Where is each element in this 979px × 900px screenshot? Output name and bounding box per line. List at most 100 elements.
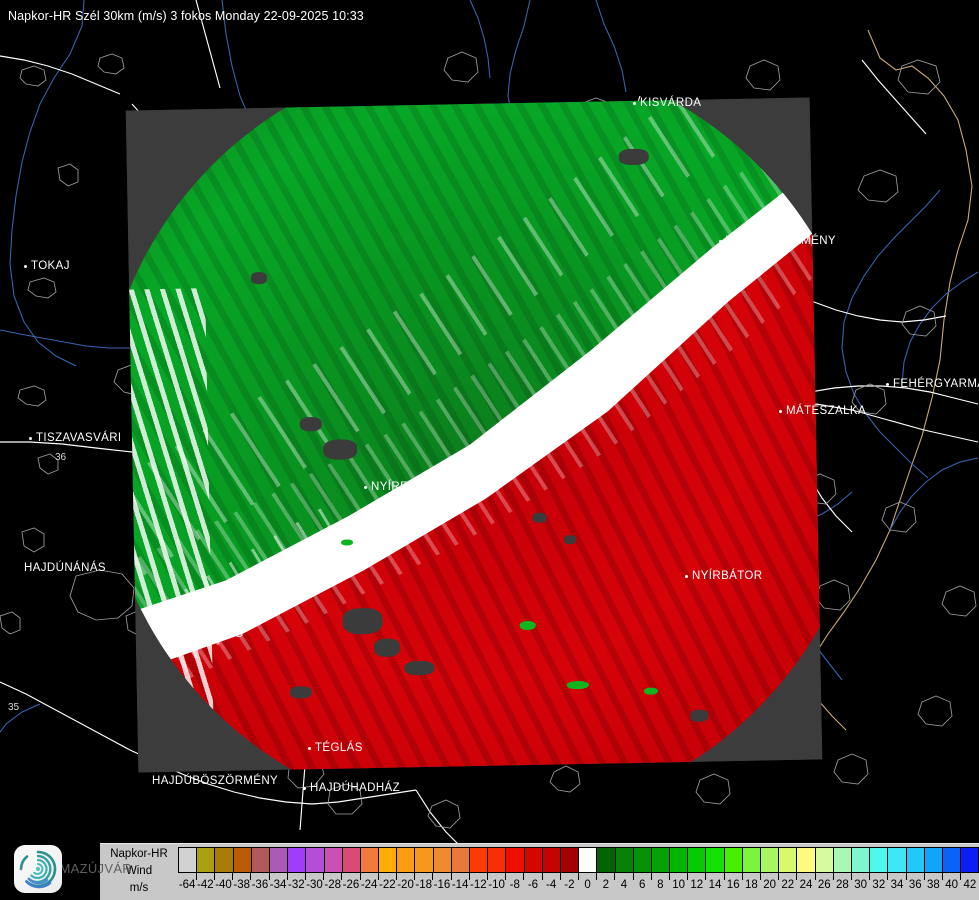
legend-swatch[interactable] <box>742 848 761 872</box>
legend-swatch[interactable] <box>797 848 816 872</box>
legend-swatch[interactable] <box>670 848 689 872</box>
legend-swatch[interactable] <box>833 848 852 872</box>
clutter-blob <box>690 709 709 723</box>
road-number-label: 36 <box>55 452 67 463</box>
legend-swatch[interactable] <box>451 848 470 872</box>
legend-tick: -28 <box>323 873 342 897</box>
legend-tick: 22 <box>778 873 797 897</box>
legend-tick-labels: -64 -42 -40 -38 -36 -34 -32 -30 -28 -26 -24 -22 -20-… <box>178 873 979 897</box>
legend-swatch[interactable] <box>433 848 452 872</box>
place-label: NYÍRBÁTOR <box>692 570 763 582</box>
legend-swatch[interactable] <box>324 848 343 872</box>
legend-swatch[interactable] <box>779 848 798 872</box>
legend-swatch[interactable] <box>724 848 743 872</box>
clutter-blob <box>342 608 383 635</box>
legend-swatch[interactable] <box>288 848 307 872</box>
legend-swatch[interactable] <box>815 848 834 872</box>
legend-swatch[interactable] <box>197 848 216 872</box>
clutter-blob <box>323 439 358 460</box>
legend-swatch[interactable] <box>506 848 525 872</box>
legend-swatch[interactable] <box>342 848 361 872</box>
legend-bar-wrapper: -64 -42 -40 -38 -36 -34 -32 -30 -28 -26 -24 -22 -20-… <box>178 844 979 900</box>
legend-tick: 18 <box>741 873 760 897</box>
legend-tick: 6 <box>632 873 651 897</box>
radar-data-plane <box>125 97 823 773</box>
legend-tick: 16 <box>723 873 742 897</box>
spiral-swirl-icon <box>19 850 57 889</box>
legend-swatch[interactable] <box>269 848 289 872</box>
legend-swatch[interactable] <box>906 848 925 872</box>
legend-swatch[interactable] <box>179 848 198 872</box>
legend-tick: -8 <box>505 873 524 897</box>
legend-tick: 12 <box>687 873 706 897</box>
watermark-label: LMAZÚJVÁR <box>52 861 132 876</box>
place-marker-dot <box>364 486 367 489</box>
legend-tick: 36 <box>905 873 924 897</box>
color-scale-legend: Napkor-HR Wind m/s -64 -42 -40 -38 -36 -34 -32… <box>100 843 979 900</box>
legend-swatch[interactable] <box>560 848 580 872</box>
legend-swatch[interactable] <box>870 848 889 872</box>
legend-swatch[interactable] <box>415 848 434 872</box>
legend-tick: -42 <box>195 873 214 897</box>
legend-tick: -2 <box>559 873 578 897</box>
legend-swatch[interactable] <box>706 848 725 872</box>
legend-tick: -64 <box>178 879 196 891</box>
legend-swatch[interactable] <box>597 848 616 872</box>
clutter-blob <box>373 638 400 658</box>
legend-tick: -38 <box>232 873 251 897</box>
legend-swatch[interactable] <box>488 848 507 872</box>
legend-tick: 8 <box>650 873 669 897</box>
legend-tick: 2 <box>596 873 615 897</box>
legend-swatch[interactable] <box>251 848 270 872</box>
clutter-blob <box>289 686 312 699</box>
clutter-blob <box>618 148 649 166</box>
legend-tick: 38 <box>923 873 942 897</box>
legend-swatch[interactable] <box>215 848 234 872</box>
legend-swatch[interactable] <box>397 848 416 872</box>
legend-swatch[interactable] <box>651 848 671 872</box>
legend-swatch[interactable] <box>306 848 325 872</box>
place-label: MÁTÉSZALKA <box>786 405 867 417</box>
place-label: NYÍREGYHÁZA <box>371 481 458 493</box>
legend-swatch[interactable] <box>633 848 652 872</box>
legend-tick: -12 <box>468 873 487 897</box>
legend-swatch[interactable] <box>233 848 252 872</box>
legend-swatch[interactable] <box>761 848 780 872</box>
isolated-cell-green <box>340 539 353 546</box>
legend-swatch[interactable] <box>615 848 634 872</box>
legend-swatch[interactable] <box>961 848 979 872</box>
legend-tick: 42 <box>960 873 979 897</box>
place-marker-dot <box>303 787 306 790</box>
legend-tick: -6 <box>523 873 542 897</box>
legend-tick: 26 <box>814 873 833 897</box>
legend-swatch[interactable] <box>851 848 871 872</box>
legend-swatch[interactable] <box>470 848 489 872</box>
radar-sweep-disc <box>125 97 823 772</box>
legend-tick: 40 <box>942 873 961 897</box>
legend-swatch[interactable] <box>688 848 707 872</box>
place-marker-dot <box>633 102 636 105</box>
legend-swatch[interactable] <box>579 848 598 872</box>
legend-swatch[interactable] <box>524 848 543 872</box>
legend-swatch[interactable] <box>942 848 962 872</box>
west-edge-spikes <box>125 288 214 737</box>
legend-site-label: Napkor-HR <box>110 848 168 860</box>
legend-tick: -18 <box>414 873 433 897</box>
legend-swatch[interactable] <box>924 848 943 872</box>
legend-swatch[interactable] <box>360 848 380 872</box>
legend-colorbar[interactable] <box>178 847 979 873</box>
legend-swatch[interactable] <box>888 848 907 872</box>
legend-swatch[interactable] <box>542 848 561 872</box>
legend-tick: -16 <box>432 873 451 897</box>
place-marker-dot <box>29 437 32 440</box>
clutter-blob <box>532 512 547 523</box>
legend-tick: -34 <box>268 873 287 897</box>
legend-tick: 10 <box>668 873 687 897</box>
legend-tick: 24 <box>796 873 815 897</box>
place-marker-dot <box>308 747 311 750</box>
legend-tick: 28 <box>832 873 851 897</box>
legend-unit-label: m/s <box>129 882 149 894</box>
legend-tick: -24 <box>359 873 378 897</box>
legend-swatch[interactable] <box>379 848 398 872</box>
